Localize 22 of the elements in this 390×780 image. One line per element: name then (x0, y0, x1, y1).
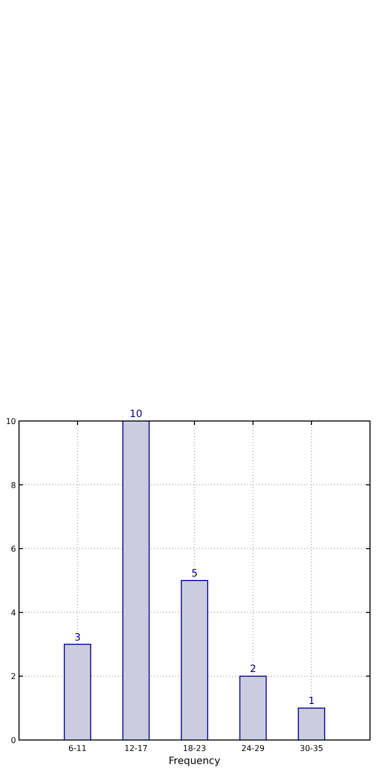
data-label: 3 (74, 632, 81, 644)
bar (64, 644, 92, 740)
x-tick-label: 18-23 (182, 744, 206, 753)
data-label: 10 (130, 409, 142, 420)
data-label: 1 (308, 696, 315, 708)
y-tick-label: 10 (6, 417, 16, 426)
x-axis-title: Frequency (168, 756, 220, 767)
y-tick-label: 0 (10, 736, 16, 745)
bar (298, 708, 326, 740)
y-tick-label: 8 (10, 480, 16, 490)
bar (239, 676, 267, 740)
y-tick-label: 2 (10, 672, 16, 682)
bar (180, 580, 208, 740)
data-label: 2 (250, 664, 256, 676)
bar (122, 420, 150, 740)
x-tick-label: 12-17 (124, 744, 148, 753)
y-tick-label: 4 (10, 608, 16, 618)
x-tick-label: 24-29 (241, 744, 265, 753)
x-tick-label: 30-35 (300, 744, 324, 753)
y-tick-label: 6 (10, 544, 16, 554)
x-tick-label: 6-11 (68, 744, 87, 753)
data-label: 5 (191, 568, 198, 580)
